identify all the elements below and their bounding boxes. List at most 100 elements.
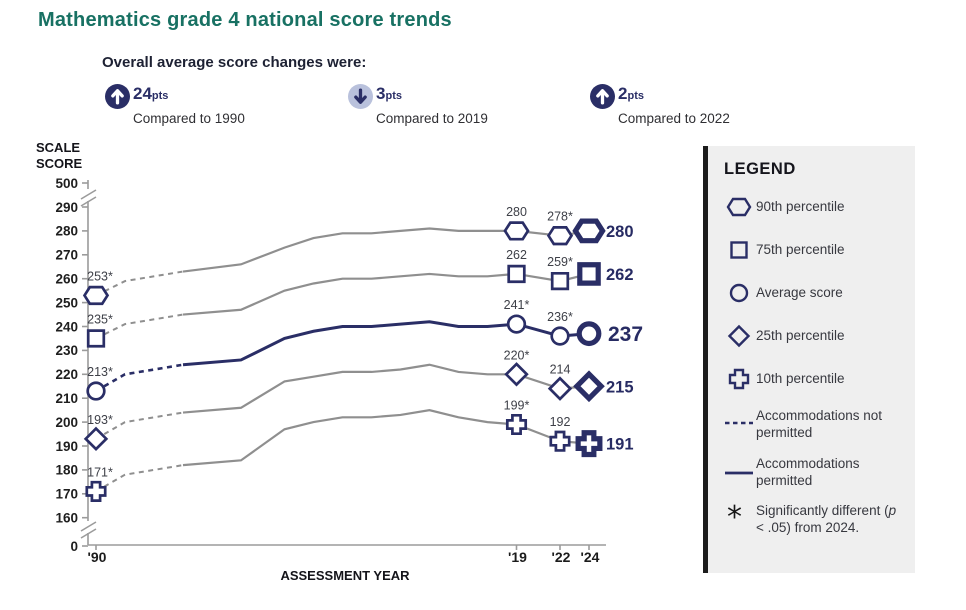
- points-caption: Compared to 2019: [376, 111, 488, 126]
- 25th-percentile-marker-2019: [504, 362, 529, 387]
- legend-item: Accommodations not permitted: [724, 407, 905, 442]
- 75th-percentile-line-dashed: [95, 313, 184, 340]
- points-value: 24pts: [133, 84, 169, 103]
- y-tick-label: 220: [55, 367, 78, 382]
- 90th-percentile-marker-2024: [572, 218, 606, 244]
- cross-icon: [724, 367, 756, 391]
- asterisk-icon: *: [727, 500, 742, 536]
- summary-panel: Overall average score changes were: 24pt…: [0, 52, 730, 132]
- 10th-percentile-line: [182, 409, 590, 467]
- axis-break-marks: [80, 189, 97, 539]
- 75th-percentile-marker-2024: [577, 262, 601, 286]
- y-tick-label: 290: [55, 200, 78, 215]
- page-title: Mathematics grade 4 national score trend…: [38, 9, 452, 31]
- 25th-percentile-marker-1990: [83, 426, 109, 452]
- data-label: 253*: [87, 269, 113, 283]
- end-value-label: 215: [606, 378, 634, 396]
- data-label: 241*: [504, 298, 530, 312]
- y-tick-label: 250: [55, 295, 78, 310]
- 25th-percentile-marker-2024: [573, 370, 605, 403]
- legend-panel: LEGEND 90th percentile 75th percentile Ave…: [703, 146, 915, 573]
- data-label: 213*: [87, 365, 113, 379]
- axes: [87, 180, 606, 546]
- up-arrow-icon: [105, 84, 130, 109]
- x-tick-label: '24: [581, 549, 600, 565]
- y-tick-label: 280: [55, 224, 78, 239]
- 25th-percentile-line-dashed: [95, 411, 184, 440]
- end-value-label: 191: [606, 436, 634, 454]
- 90th-percentile-marker-1990: [82, 285, 110, 306]
- up-arrow-icon: [590, 84, 615, 109]
- y-tick-label: 230: [55, 343, 78, 358]
- legend-item-label: Average score: [756, 285, 843, 301]
- data-label: 214: [550, 363, 571, 377]
- y-tick-label: 170: [55, 487, 78, 502]
- average-score-marker-2024: [576, 321, 602, 347]
- summary-heading: Overall average score changes were:: [102, 54, 367, 71]
- x-tick-label: '22: [552, 549, 571, 565]
- 90th-percentile-marker-2022: [546, 226, 574, 246]
- legend-item: * Significantly different (p < .05) from …: [724, 502, 905, 537]
- y-tick-label: 210: [55, 391, 78, 406]
- data-label: 192: [550, 415, 571, 429]
- dashed-line-icon: [724, 407, 756, 435]
- legend-item-label: Accommodations permitted: [756, 455, 860, 488]
- trend-line-chart: 500 290 280 270 260 250 240 230 220 210 200 190 180 1…: [36, 140, 643, 583]
- points-value: 2pts: [618, 84, 644, 103]
- y-tick-label: 260: [55, 272, 78, 287]
- 25th-percentile-marker-2022: [547, 376, 573, 401]
- 90th-percentile-line: [182, 227, 590, 273]
- 10th-percentile-marker-1990: [85, 480, 107, 502]
- circle-icon: [724, 281, 756, 305]
- solid-line-icon: [724, 455, 756, 483]
- legend-item-label: 10th percentile: [756, 371, 845, 387]
- 10th-percentile-marker-2019: [505, 413, 528, 436]
- data-label: 262: [506, 248, 527, 262]
- legend-title: LEGEND: [724, 160, 796, 178]
- 90th-percentile-marker-2019: [503, 221, 530, 241]
- score-change-item: 3pts Compared to 2019: [348, 84, 488, 126]
- legend-item: 90th percentile: [724, 192, 905, 222]
- legend-item: Average score: [724, 278, 905, 308]
- 10th-percentile-marker-2024: [575, 430, 603, 458]
- 75th-percentile-marker-2019: [507, 264, 526, 284]
- data-label: 235*: [87, 312, 113, 326]
- down-arrow-icon: [348, 84, 373, 109]
- average-score-marker-1990: [86, 381, 106, 401]
- hexagon-icon: [724, 195, 756, 219]
- square-icon: [724, 238, 756, 262]
- legend-items: 90th percentile 75th percentile Average sc…: [724, 192, 905, 537]
- score-change-item: 2pts Compared to 2022: [590, 84, 730, 126]
- data-label: 220*: [504, 348, 530, 362]
- legend-item-label: 25th percentile: [756, 328, 845, 344]
- legend-item-label: Accommodations not permitted: [756, 408, 883, 441]
- end-value-label: 262: [606, 266, 634, 284]
- legend-item-label: Significantly different (p < .05) from 2…: [756, 503, 897, 536]
- y-tick-label: 190: [55, 439, 78, 454]
- y-tick-label: 270: [55, 248, 78, 263]
- data-label: 199*: [504, 398, 530, 412]
- legend-item-label: 75th percentile: [756, 242, 845, 258]
- legend-item-label: 90th percentile: [756, 199, 845, 215]
- y-tick-label: 0: [70, 539, 78, 554]
- y-tick-label: 180: [55, 463, 78, 478]
- average-score-marker-2022: [550, 326, 570, 346]
- average-score-line-dashed: [95, 363, 184, 393]
- data-label: 280: [506, 205, 527, 219]
- legend-item: 75th percentile: [724, 235, 905, 265]
- data-label: 278*: [547, 210, 573, 224]
- y-tick-label: 500: [55, 176, 78, 191]
- diamond-icon: [724, 324, 756, 348]
- 75th-percentile-marker-2022: [550, 271, 570, 291]
- x-tick-label: '90: [88, 549, 107, 565]
- 75th-percentile-marker-1990: [86, 329, 106, 348]
- legend-item: 25th percentile: [724, 321, 905, 351]
- end-value-label: 280: [606, 223, 634, 241]
- x-axis-title: ASSESSMENT YEAR: [280, 568, 410, 583]
- points-caption: Compared to 2022: [618, 111, 730, 126]
- points-value: 3pts: [376, 84, 402, 103]
- x-tick-label: '19: [508, 549, 527, 565]
- score-change-item: 24pts Compared to 1990: [105, 84, 245, 126]
- end-value-label: 237: [608, 323, 643, 346]
